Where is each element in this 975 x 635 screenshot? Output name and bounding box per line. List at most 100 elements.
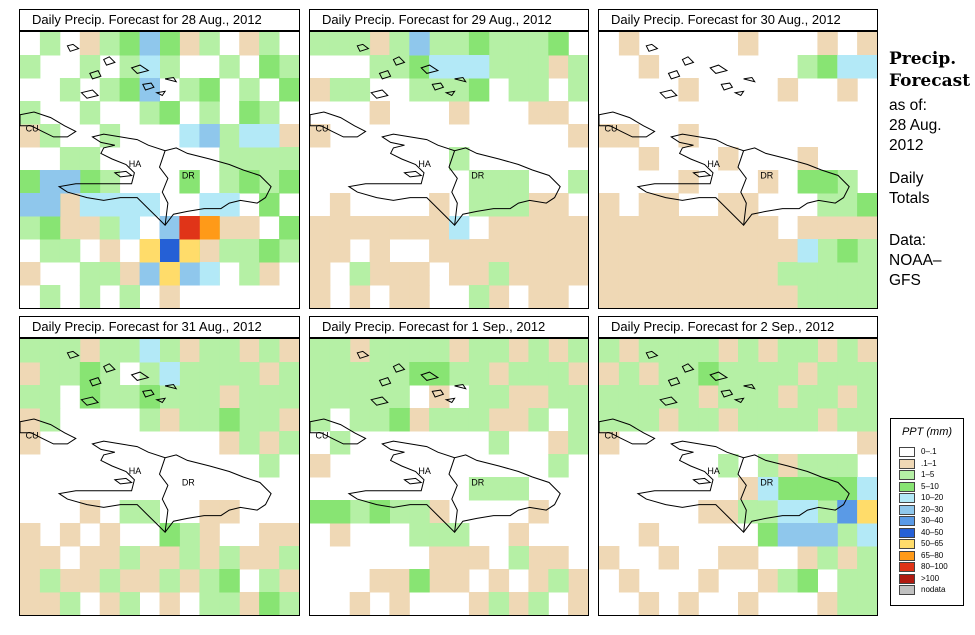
coastline bbox=[720, 82, 734, 91]
precip-cell bbox=[797, 216, 818, 240]
precip-cell bbox=[39, 362, 61, 386]
precip-cell bbox=[488, 477, 510, 501]
precip-cell bbox=[429, 32, 450, 56]
precip-cell bbox=[638, 216, 660, 240]
precip-cell bbox=[757, 408, 779, 432]
precip-cell bbox=[369, 385, 390, 409]
coastline bbox=[454, 383, 467, 390]
precip-cell bbox=[99, 193, 121, 217]
precip-cell bbox=[239, 147, 260, 171]
precip-cell bbox=[99, 262, 121, 286]
coastline bbox=[431, 389, 445, 398]
precip-cell bbox=[638, 362, 660, 386]
precip-cell bbox=[449, 32, 470, 56]
precip-cell bbox=[508, 362, 529, 386]
precip-cell bbox=[199, 362, 220, 386]
precip-cell bbox=[698, 339, 719, 363]
precip-cell bbox=[508, 523, 529, 547]
precip-cell bbox=[449, 523, 470, 547]
precip-cell bbox=[837, 592, 858, 615]
precip-cell bbox=[738, 385, 759, 409]
precip-cell bbox=[199, 408, 220, 432]
precip-cell bbox=[738, 262, 759, 286]
precip-cell bbox=[139, 78, 160, 102]
coastline bbox=[89, 69, 102, 80]
precip-cell bbox=[239, 546, 260, 570]
precip-cell bbox=[599, 362, 620, 386]
precip-cell bbox=[817, 477, 838, 501]
coastline bbox=[370, 89, 389, 99]
precip-cell bbox=[159, 262, 180, 286]
precip-cell bbox=[259, 523, 280, 547]
precip-cell bbox=[20, 385, 41, 409]
precip-cell bbox=[279, 362, 299, 386]
precip-cell bbox=[119, 592, 140, 615]
precip-cell bbox=[837, 569, 858, 593]
precip-cell bbox=[409, 500, 430, 524]
precip-cell bbox=[349, 216, 371, 240]
precip-cell bbox=[777, 477, 799, 501]
side-title-line2: Forecast bbox=[889, 71, 971, 91]
haiti-label: HA bbox=[418, 466, 431, 476]
precip-cell bbox=[757, 454, 779, 478]
precip-cell bbox=[219, 362, 240, 386]
precip-cell bbox=[599, 124, 620, 148]
precip-cell bbox=[349, 285, 371, 308]
precip-cell bbox=[139, 546, 160, 570]
precip-cell bbox=[777, 262, 799, 286]
precip-cell bbox=[279, 124, 299, 148]
precip-cell bbox=[409, 78, 430, 102]
asof-date-line1: 28 Aug. bbox=[889, 117, 942, 134]
dominican-republic-label: DR bbox=[760, 170, 773, 180]
precip-cell bbox=[857, 546, 877, 570]
dominican-republic-label: DR bbox=[182, 170, 195, 180]
precip-cell bbox=[349, 262, 371, 286]
precip-cell bbox=[119, 500, 140, 524]
coastline bbox=[667, 376, 681, 387]
precip-cell bbox=[310, 362, 331, 386]
precip-cell bbox=[179, 262, 200, 286]
precip-cell bbox=[159, 339, 180, 363]
precip-cell bbox=[658, 262, 679, 286]
precip-cell bbox=[718, 385, 739, 409]
precip-cell bbox=[468, 239, 490, 263]
precip-cell bbox=[139, 101, 160, 125]
precip-cell bbox=[310, 262, 331, 286]
legend-swatch bbox=[899, 527, 915, 538]
precip-cell bbox=[389, 362, 410, 386]
precip-cell bbox=[219, 592, 240, 615]
legend-label: 10–20 bbox=[921, 493, 944, 502]
precip-cell bbox=[738, 362, 759, 386]
precip-cell bbox=[718, 147, 739, 171]
precip-cell bbox=[219, 239, 240, 263]
precip-cell bbox=[548, 262, 569, 286]
precip-cell bbox=[409, 55, 430, 79]
precip-cell bbox=[239, 101, 260, 125]
precip-cell bbox=[409, 339, 430, 363]
precip-cell bbox=[279, 339, 299, 363]
cuba-label: CU bbox=[26, 123, 39, 133]
precip-cell bbox=[20, 362, 41, 386]
precip-cell bbox=[409, 523, 430, 547]
precip-cell bbox=[369, 262, 390, 286]
precip-cell bbox=[658, 385, 679, 409]
legend-title: PPT (mm) bbox=[901, 426, 953, 438]
precip-cell bbox=[488, 239, 510, 263]
precip-cell bbox=[468, 193, 490, 217]
precip-cell bbox=[179, 124, 200, 148]
precip-cell bbox=[99, 239, 121, 263]
precip-cell bbox=[20, 546, 41, 570]
precip-cell bbox=[638, 339, 660, 363]
coastline bbox=[378, 69, 392, 80]
precip-cell bbox=[468, 477, 490, 501]
precip-cell bbox=[119, 78, 140, 102]
legend-swatch bbox=[899, 539, 915, 549]
cuba-label: CU bbox=[316, 430, 329, 440]
coastline bbox=[20, 418, 77, 445]
precip-cell bbox=[349, 385, 371, 409]
precip-cell bbox=[658, 239, 679, 263]
precip-cell bbox=[310, 500, 331, 524]
precip-cell bbox=[389, 569, 410, 593]
legend-label: 80–100 bbox=[921, 562, 948, 571]
coastline bbox=[420, 371, 440, 381]
